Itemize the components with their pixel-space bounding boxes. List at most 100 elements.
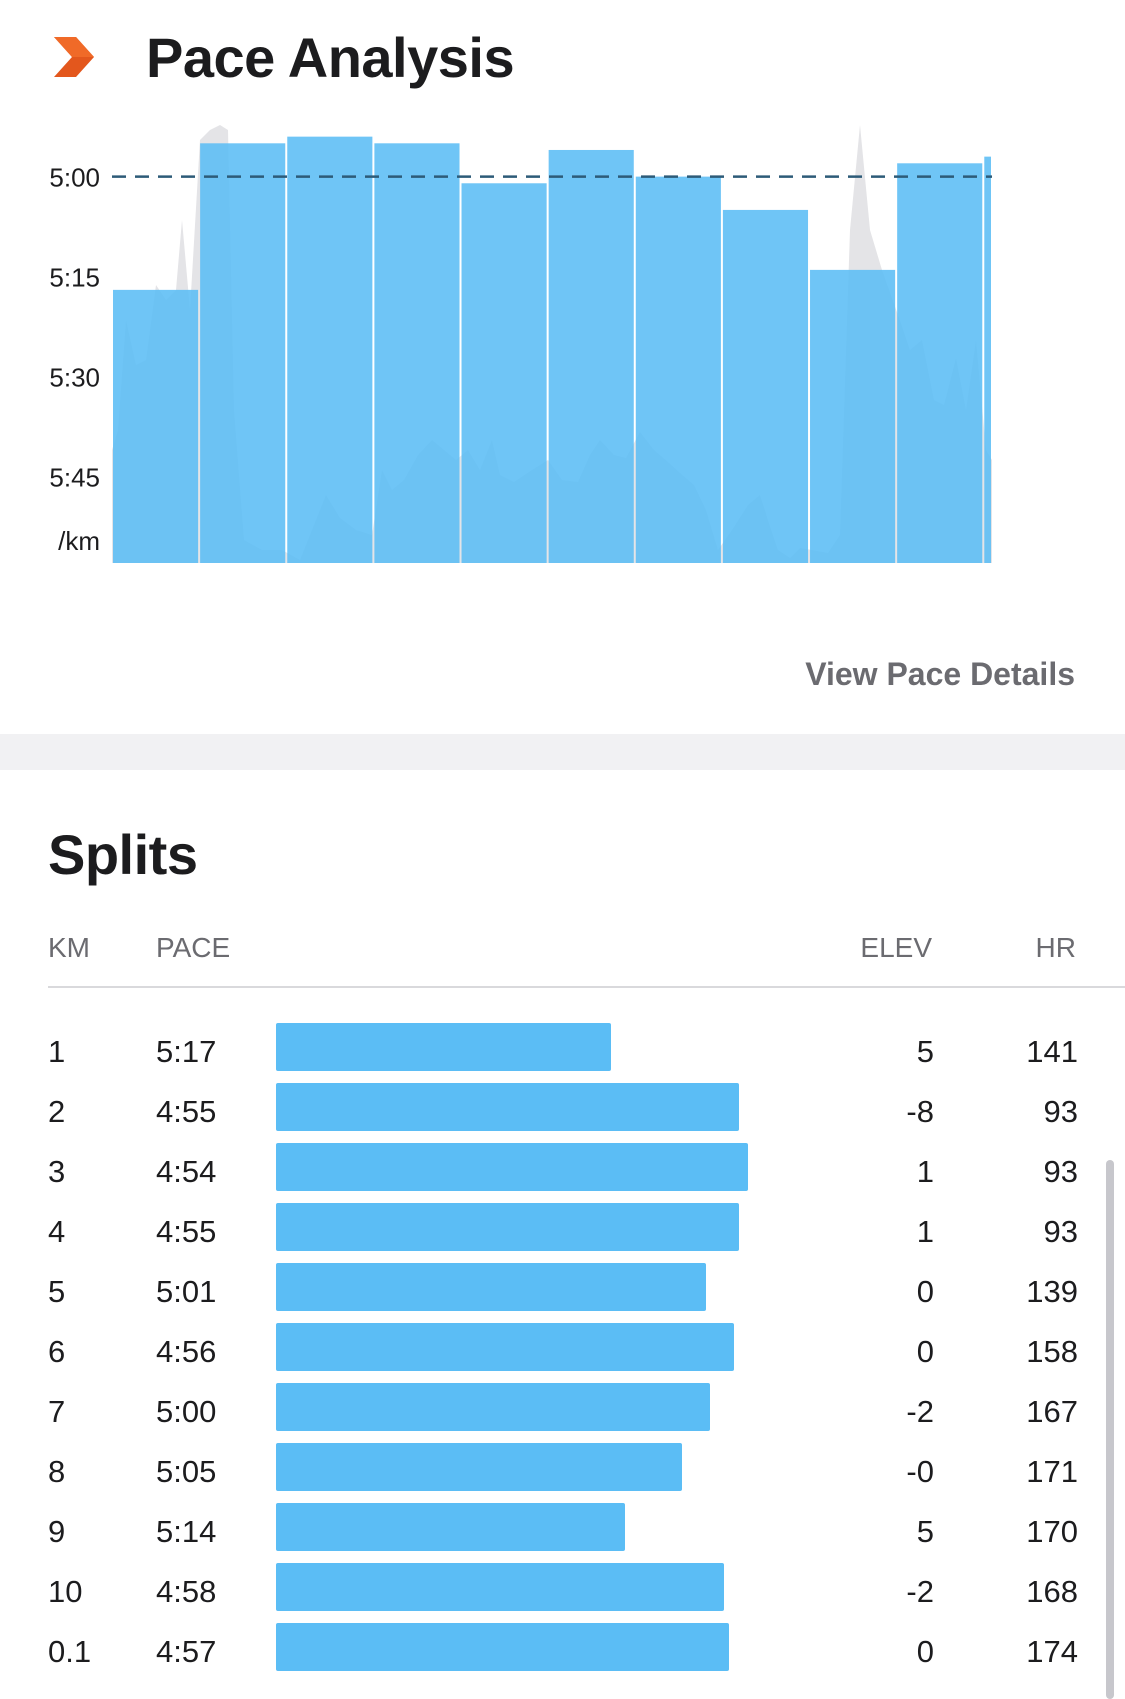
section-divider xyxy=(0,734,1125,770)
pace-bar-km-7 xyxy=(635,176,721,563)
split-pace-bar xyxy=(276,1023,611,1071)
split-hr: 141 xyxy=(1026,1034,1078,1069)
header-divider xyxy=(48,986,1125,988)
split-pace-bar xyxy=(276,1263,706,1311)
split-pace-bar xyxy=(276,1203,739,1251)
pace-y-axis: 5:00 5:15 5:30 5:45/km xyxy=(49,163,100,556)
pace-analysis-header: Pace Analysis xyxy=(52,22,515,92)
pace-bar-km-8 xyxy=(722,209,809,564)
split-elev: 0 xyxy=(916,1634,934,1669)
pace-bar-km-0.1 xyxy=(984,156,991,563)
split-elev: -0 xyxy=(906,1454,934,1489)
pace-bar-km-6 xyxy=(548,149,634,563)
split-pace-bar xyxy=(276,1563,724,1611)
split-row: 6 4:56 0 158 xyxy=(48,1322,1078,1382)
split-row: 7 5:00 -2 167 xyxy=(48,1382,1078,1442)
split-pace: 4:55 xyxy=(156,1094,217,1129)
split-pace: 4:56 xyxy=(156,1334,217,1369)
split-elev: 5 xyxy=(916,1514,934,1549)
column-header-hr: HR xyxy=(1035,932,1076,963)
splits-card: Splits KM PACE ELEV HR 1 5:17 5 141 2 4:55 -8 9… xyxy=(0,770,1125,1699)
split-elev: -8 xyxy=(906,1094,934,1129)
pace-analysis-title: Pace Analysis xyxy=(146,25,515,89)
split-hr: 158 xyxy=(1026,1334,1078,1369)
split-km: 7 xyxy=(48,1394,66,1429)
split-pace: 4:55 xyxy=(156,1214,217,1249)
column-header-pace: PACE xyxy=(156,932,231,963)
split-hr: 174 xyxy=(1026,1634,1078,1669)
split-elev: 1 xyxy=(916,1154,934,1189)
split-row: 0.1 4:57 0 174 xyxy=(48,1622,1078,1682)
y-tick-label: 5:30 xyxy=(49,362,100,392)
split-km: 0.1 xyxy=(48,1634,92,1669)
split-row: 1 5:17 5 141 xyxy=(48,1022,1078,1082)
split-row: 8 5:05 -0 171 xyxy=(48,1442,1078,1502)
pace-bar-km-10 xyxy=(897,163,983,563)
split-pace: 4:57 xyxy=(156,1634,217,1669)
split-km: 8 xyxy=(48,1454,66,1489)
y-tick-label: 5:00 xyxy=(49,163,100,193)
split-pace-bar xyxy=(276,1383,710,1431)
split-elev: 0 xyxy=(916,1334,934,1369)
split-elev: 5 xyxy=(916,1034,934,1069)
y-tick-label: 5:45 xyxy=(49,462,100,492)
split-km: 5 xyxy=(48,1274,66,1309)
column-header-km: KM xyxy=(48,932,90,963)
split-pace-bar xyxy=(276,1083,739,1131)
pace-bars xyxy=(113,136,991,564)
pace-chart: 5:00 5:15 5:30 5:45/km xyxy=(49,125,992,564)
split-row: 10 4:58 -2 168 xyxy=(48,1562,1078,1622)
split-row: 2 4:55 -8 93 xyxy=(48,1082,1078,1142)
split-pace: 5:01 xyxy=(156,1274,217,1309)
split-elev: 0 xyxy=(916,1274,934,1309)
split-km: 6 xyxy=(48,1334,66,1369)
split-pace: 5:14 xyxy=(156,1514,217,1549)
splits-title: Splits xyxy=(48,823,198,886)
split-pace-bar xyxy=(276,1443,682,1491)
split-hr: 93 xyxy=(1043,1154,1078,1189)
split-row: 3 4:54 1 93 xyxy=(48,1142,1078,1202)
split-pace: 5:00 xyxy=(156,1394,217,1429)
chevron-logo-icon xyxy=(54,37,94,77)
split-pace-bar xyxy=(276,1503,625,1551)
pace-bar-km-4 xyxy=(374,143,460,563)
vertical-scrollbar[interactable] xyxy=(1106,1160,1114,1699)
split-km: 1 xyxy=(48,1034,66,1069)
split-pace-bar xyxy=(276,1623,729,1671)
pace-bar-km-2 xyxy=(200,143,286,563)
split-km: 3 xyxy=(48,1154,66,1189)
split-km: 10 xyxy=(48,1574,83,1609)
split-hr: 170 xyxy=(1026,1514,1078,1549)
split-pace: 5:05 xyxy=(156,1454,217,1489)
split-pace-bar xyxy=(276,1323,734,1371)
y-tick-label: 5:15 xyxy=(49,263,100,293)
column-header-elev: ELEV xyxy=(860,932,932,963)
split-pace: 5:17 xyxy=(156,1034,217,1069)
split-hr: 139 xyxy=(1026,1274,1078,1309)
pace-bar-km-5 xyxy=(461,183,547,563)
split-row: 5 5:01 0 139 xyxy=(48,1262,1078,1322)
split-elev: -2 xyxy=(906,1574,934,1609)
split-pace: 4:54 xyxy=(156,1154,217,1189)
split-hr: 168 xyxy=(1026,1574,1078,1609)
pace-bar-km-9 xyxy=(810,269,896,563)
split-pace-bar xyxy=(276,1143,748,1191)
split-km: 2 xyxy=(48,1094,66,1129)
split-km: 9 xyxy=(48,1514,66,1549)
split-elev: -2 xyxy=(906,1394,934,1429)
split-hr: 167 xyxy=(1026,1394,1078,1429)
pace-analysis-card: Pace Analysis 5:00 5:15 5:30 5:45/km View P… xyxy=(0,0,1125,734)
pace-bar-km-1 xyxy=(113,289,199,563)
pace-bar-km-3 xyxy=(287,136,373,563)
split-hr: 93 xyxy=(1043,1214,1078,1249)
split-hr: 171 xyxy=(1026,1454,1078,1489)
split-pace: 4:58 xyxy=(156,1574,217,1609)
split-hr: 93 xyxy=(1043,1094,1078,1129)
splits-header-row: KM PACE ELEV HR xyxy=(48,932,1125,972)
split-km: 4 xyxy=(48,1214,66,1249)
view-pace-details-link[interactable]: View Pace Details xyxy=(805,656,1075,692)
split-row: 9 5:14 5 170 xyxy=(48,1502,1078,1562)
split-elev: 1 xyxy=(916,1214,934,1249)
y-axis-unit-label: /km xyxy=(58,526,100,556)
split-row: 4 4:55 1 93 xyxy=(48,1202,1078,1262)
